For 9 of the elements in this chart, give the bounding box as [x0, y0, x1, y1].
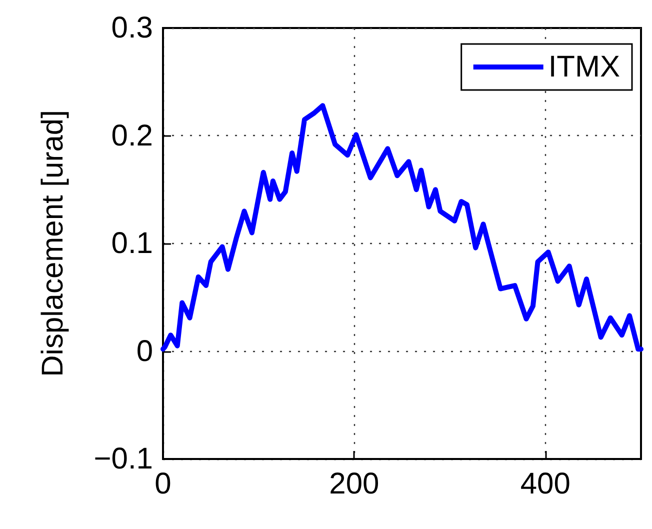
x-tick-label: 400 — [520, 468, 570, 500]
y-tick-label: 0.1 — [111, 227, 153, 260]
y-tick-label: −0.1 — [94, 442, 153, 476]
legend-label: ITMX — [548, 50, 620, 84]
x-tick-label: 200 — [329, 468, 380, 500]
y-axis-title: Displacement [urad] — [36, 110, 70, 377]
y-tick-label: 0.3 — [111, 12, 153, 44]
y-tick-label: 0 — [136, 334, 153, 368]
y-tick-label: 0.2 — [111, 119, 153, 152]
